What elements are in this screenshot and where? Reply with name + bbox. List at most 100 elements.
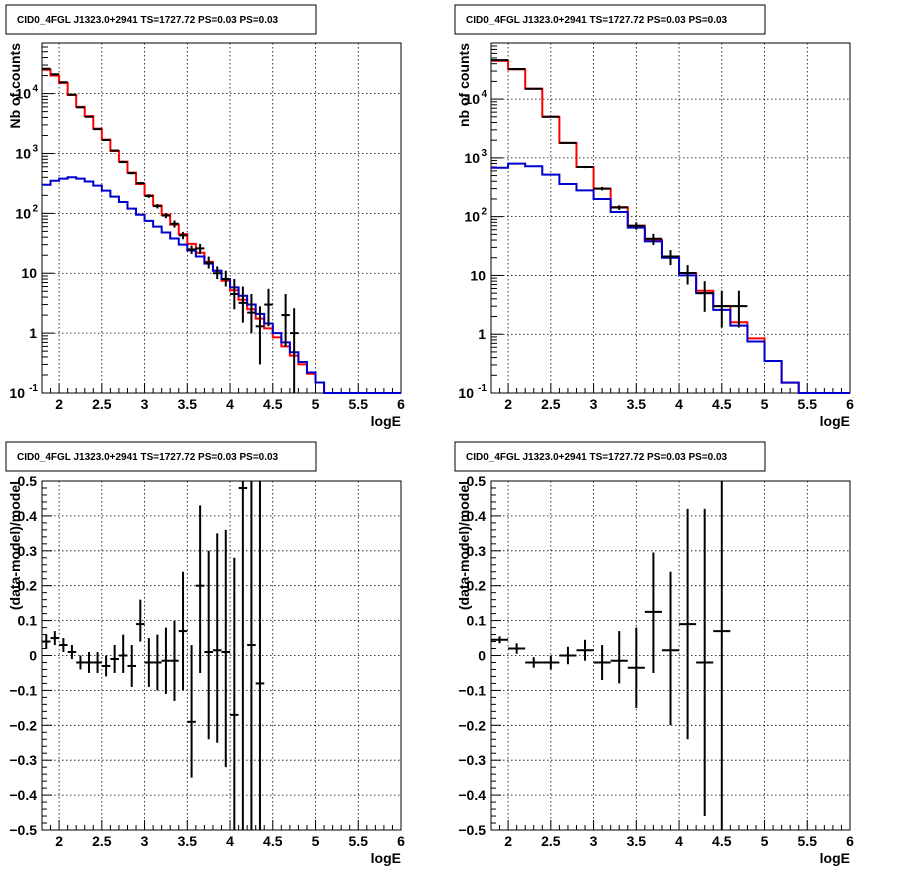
x-tick-label: 4.5 (712, 396, 732, 412)
data-point (212, 533, 222, 743)
chart-panel-2: CID0_4FGL J1323.0+2941 TS=1727.72 PS=0.0… (454, 4, 854, 429)
x-tick-label: 4.5 (263, 396, 283, 412)
y-tick-label: 0.5 (467, 473, 487, 489)
data-point (161, 213, 171, 219)
y-tick-label: 10 (21, 265, 37, 281)
y-tick-label: 0.1 (467, 613, 487, 629)
title-box (5, 4, 317, 35)
x-axis-title: logE (371, 850, 401, 866)
chart-title: CID0_4FGL J1323.0+2941 TS=1727.72 PS=0.0… (17, 15, 279, 26)
data-point (627, 627, 645, 708)
x-tick-label: 3 (141, 833, 149, 849)
title-box (5, 441, 317, 472)
data-point (178, 231, 188, 240)
grid (491, 43, 850, 393)
y-tick-label: −0.5 (458, 822, 486, 838)
data-point (247, 294, 256, 334)
y-tick-label: 0.5 (18, 473, 38, 489)
data-point (491, 636, 509, 644)
chart-panel-4: CID0_4FGL J1323.0+2941 TS=1727.72 PS=0.0… (454, 441, 854, 866)
data-point (221, 529, 231, 768)
data-point (76, 655, 85, 670)
data-point (212, 266, 222, 280)
data-layer (491, 481, 731, 830)
model-series-2 (491, 162, 850, 394)
y-tick-label: 10 (15, 86, 31, 102)
y-tick-label: 1 (29, 325, 37, 341)
x-tick-label: 3.5 (627, 396, 647, 412)
data-layer (42, 481, 265, 830)
data-point (679, 265, 697, 285)
data-point (136, 181, 145, 185)
data-point (576, 639, 594, 661)
chart-title: CID0_4FGL J1323.0+2941 TS=1727.72 PS=0.0… (17, 452, 279, 463)
y-tick-exponent: 2 (32, 203, 38, 214)
y-axis-title: nb of counts (456, 43, 472, 127)
x-tick-label: 5 (312, 396, 320, 412)
y-tick-exponent: -1 (478, 383, 487, 394)
x-axis-title: logE (820, 413, 850, 429)
x-tick-label: 3.5 (178, 833, 198, 849)
data-point (525, 657, 543, 668)
data-point (730, 290, 748, 328)
data-point (593, 645, 611, 680)
data-point (170, 620, 179, 701)
x-tick-label: 4.5 (712, 833, 732, 849)
data-point (195, 243, 205, 254)
y-tick-label: −0.2 (458, 717, 486, 733)
y-tick-label: 10 (9, 385, 25, 401)
y-tick-exponent: 3 (481, 148, 487, 159)
data-point (542, 655, 560, 670)
x-tick-label: 6 (846, 396, 854, 412)
data-point (508, 643, 526, 654)
y-tick-label: 0 (29, 648, 37, 664)
y-tick-label: −0.4 (458, 787, 486, 803)
x-tick-label: 4 (675, 833, 683, 849)
data-point (593, 186, 611, 191)
data-point (153, 634, 162, 691)
y-tick-label: 10 (15, 145, 31, 161)
data-point (76, 106, 85, 109)
data-point (127, 172, 137, 175)
x-tick-label: 5.5 (798, 833, 818, 849)
y-tick-exponent: 4 (481, 89, 487, 100)
model-series-1 (42, 68, 401, 394)
data-point (247, 481, 256, 830)
y-tick-exponent: -1 (29, 383, 38, 394)
data-point (238, 286, 248, 323)
x-tick-label: 3 (590, 833, 598, 849)
data-point (542, 115, 560, 118)
data-point (110, 149, 119, 152)
x-tick-label: 2 (55, 396, 63, 412)
chart-title: CID0_4FGL J1323.0+2941 TS=1727.72 PS=0.0… (466, 452, 728, 463)
data-point (610, 631, 628, 684)
data-point (264, 288, 273, 327)
title-box (454, 441, 766, 472)
y-tick-label: 0 (478, 648, 486, 664)
data-point (644, 233, 662, 245)
x-tick-label: 4 (226, 396, 234, 412)
data-point (161, 627, 171, 694)
y-tick-label: −0.4 (9, 787, 37, 803)
data-point (559, 141, 577, 144)
chart-title: CID0_4FGL J1323.0+2941 TS=1727.72 PS=0.0… (466, 15, 728, 26)
data-point (170, 220, 179, 228)
y-tick-exponent: 3 (32, 143, 38, 154)
x-tick-label: 2.5 (92, 833, 112, 849)
y-tick-label: 10 (464, 209, 480, 225)
model-series-2 (42, 176, 401, 394)
y-axis-title: (data-model)/model (456, 481, 472, 610)
x-tick-label: 2 (55, 833, 63, 849)
chart-panel-1: CID0_4FGL J1323.0+2941 TS=1727.72 PS=0.0… (5, 4, 405, 429)
data-point (713, 290, 731, 328)
y-tick-label: 0.2 (18, 578, 38, 594)
data-point (144, 638, 154, 687)
data-point (644, 552, 662, 673)
x-tick-label: 3 (141, 396, 149, 412)
data-point (713, 481, 731, 830)
data-point (195, 505, 205, 673)
data-point (559, 646, 577, 665)
y-tick-label: −0.1 (9, 682, 37, 698)
data-point (289, 308, 299, 393)
data-point (101, 655, 111, 677)
